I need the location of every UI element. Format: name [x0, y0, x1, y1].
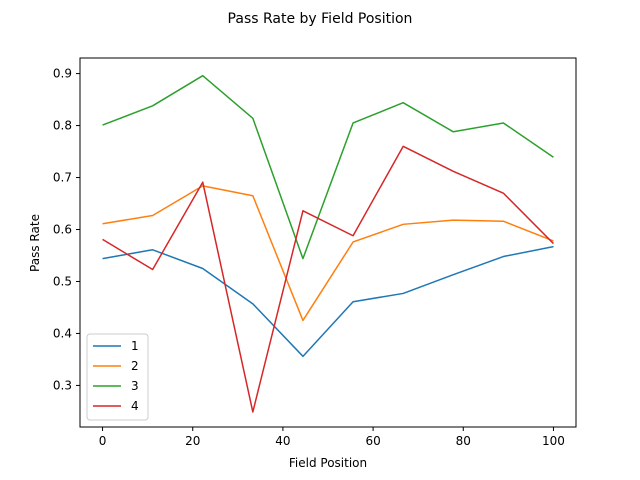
- series-line-4: [102, 145, 554, 413]
- y-tick-label: 0.3: [53, 378, 72, 392]
- y-axis-label: Pass Rate: [28, 214, 42, 272]
- y-tick-label: 0.6: [53, 223, 72, 237]
- legend-box: [86, 333, 149, 421]
- axes-frame: [79, 57, 577, 428]
- legend: 1 2 3 4: [86, 333, 149, 421]
- legend-label: 2: [131, 359, 139, 373]
- x-tick-label: 60: [365, 434, 380, 448]
- y-tick-label: 0.8: [53, 119, 72, 133]
- x-axis-ticks: 0 20 40 60 80 100: [99, 427, 565, 448]
- x-axis-label: Field Position: [289, 456, 367, 470]
- x-tick-label: 100: [542, 434, 565, 448]
- chart-title: Pass Rate by Field Position: [228, 11, 413, 27]
- y-axis-ticks: 0.3 0.4 0.5 0.6 0.7 0.8 0.9: [53, 67, 80, 392]
- y-tick-label: 0.5: [53, 274, 72, 288]
- x-tick-label: 40: [275, 434, 290, 448]
- x-tick-label: 20: [185, 434, 200, 448]
- x-tick-label: 80: [456, 434, 471, 448]
- plot-lines: [102, 74, 554, 413]
- y-tick-label: 0.9: [53, 67, 72, 81]
- legend-label: 1: [131, 339, 139, 353]
- series-line-3: [102, 74, 554, 260]
- y-tick-label: 0.7: [53, 171, 72, 185]
- y-tick-label: 0.4: [53, 326, 72, 340]
- series-line-2: [102, 185, 554, 322]
- series-line-1: [102, 245, 554, 358]
- x-tick-label: 0: [99, 434, 107, 448]
- legend-label: 3: [131, 379, 139, 393]
- legend-label: 4: [131, 399, 139, 413]
